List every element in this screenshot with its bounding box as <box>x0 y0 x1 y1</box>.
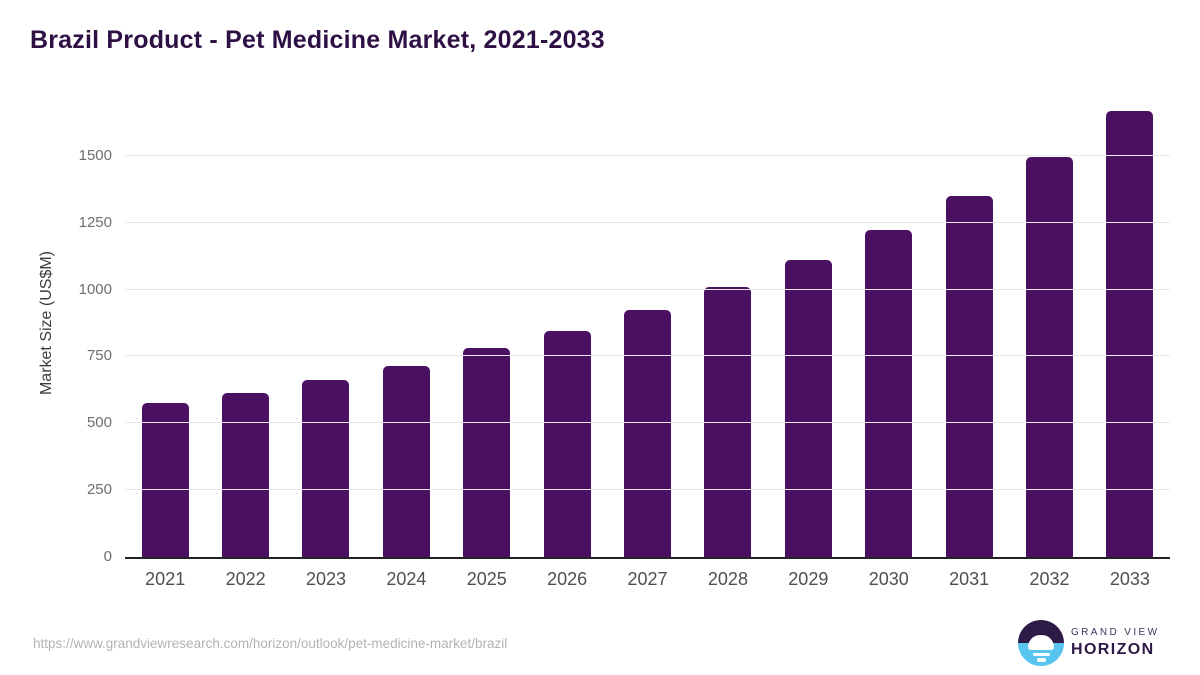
x-tick-label-2029: 2029 <box>788 569 829 589</box>
bar-2024[interactable] <box>382 365 430 557</box>
bar-column-2030 <box>849 89 929 557</box>
bar-column-2026 <box>527 89 607 557</box>
y-tick-label-250: 250 <box>86 481 112 499</box>
bar-column-2021 <box>125 89 205 557</box>
gridline-1250 <box>125 221 1170 223</box>
bar-column-2031 <box>929 89 1009 557</box>
bar-column-2023 <box>286 89 366 557</box>
bar-2030[interactable] <box>865 229 913 557</box>
bar-column-2029 <box>768 89 848 557</box>
source-url: https://www.grandviewresearch.com/horizo… <box>33 636 508 651</box>
bar-2027[interactable] <box>624 310 672 557</box>
y-tick-label-0: 0 <box>103 548 112 565</box>
y-axis-labels: 0 250 500 750 1000 1250 1500 <box>0 89 112 565</box>
horizon-sun-circle-icon <box>1018 620 1064 666</box>
bar-2025[interactable] <box>463 348 511 557</box>
logo-sun-dome <box>1028 635 1054 650</box>
bar-2032[interactable] <box>1025 157 1073 557</box>
bar-2026[interactable] <box>543 331 591 557</box>
bar-2021[interactable] <box>141 403 189 557</box>
x-tick-label-2025: 2025 <box>466 569 507 589</box>
x-tick-label-2031: 2031 <box>949 569 990 589</box>
gridline-1500 <box>125 154 1170 156</box>
y-tick-label-1500: 1500 <box>78 146 112 164</box>
x-tick-label-2022: 2022 <box>225 569 266 589</box>
bar-2023[interactable] <box>302 380 350 557</box>
bar-column-2025 <box>447 89 527 557</box>
bar-column-2033 <box>1090 89 1170 557</box>
logo-reflection-line-2 <box>1037 658 1046 662</box>
x-tick-label-2030: 2030 <box>868 569 909 589</box>
gridline-1000 <box>125 288 1170 290</box>
logo-reflection-line-1 <box>1033 652 1050 656</box>
bar-2031[interactable] <box>945 195 993 557</box>
y-tick-label-1250: 1250 <box>78 213 112 231</box>
x-tick-label-2033: 2033 <box>1109 569 1150 589</box>
grand-view-horizon-logo: GRAND VIEW HORIZON <box>1018 620 1159 666</box>
logo-brand-bottom: HORIZON <box>1071 641 1155 658</box>
chart-title: Brazil Product - Pet Medicine Market, 20… <box>30 26 605 54</box>
logo-text: GRAND VIEW HORIZON <box>1071 627 1159 659</box>
bar-2022[interactable] <box>222 392 270 557</box>
gridline-750 <box>125 355 1170 357</box>
x-tick-label-2023: 2023 <box>305 569 346 589</box>
x-tick-label-2027: 2027 <box>627 569 668 589</box>
bar-2029[interactable] <box>784 260 832 557</box>
bars <box>125 89 1170 557</box>
bar-column-2027 <box>607 89 687 557</box>
bar-2028[interactable] <box>704 287 752 557</box>
x-tick-label-2026: 2026 <box>547 569 588 589</box>
bar-column-2024 <box>366 89 446 557</box>
logo-brand-top: GRAND VIEW <box>1071 627 1160 638</box>
x-tick-label-2032: 2032 <box>1029 569 1070 589</box>
x-axis-labels: 2021 2022 2023 2024 2025 2026 2027 2028 2029 2030… <box>125 569 1170 590</box>
gridline-500 <box>125 422 1170 424</box>
gridline-250 <box>125 489 1170 491</box>
y-tick-label-1000: 1000 <box>78 280 112 298</box>
y-tick-label-500: 500 <box>86 414 112 432</box>
bar-column-2028 <box>688 89 768 557</box>
x-tick-label-2028: 2028 <box>707 569 748 589</box>
bar-column-2032 <box>1009 89 1089 557</box>
logo-top-half <box>1018 620 1064 643</box>
bar-column-2022 <box>205 89 285 557</box>
y-tick-label-750: 750 <box>86 347 112 365</box>
x-tick-label-2021: 2021 <box>145 569 186 589</box>
x-tick-label-2024: 2024 <box>386 569 427 589</box>
bar-2033[interactable] <box>1106 111 1154 557</box>
plot-area <box>125 89 1170 559</box>
